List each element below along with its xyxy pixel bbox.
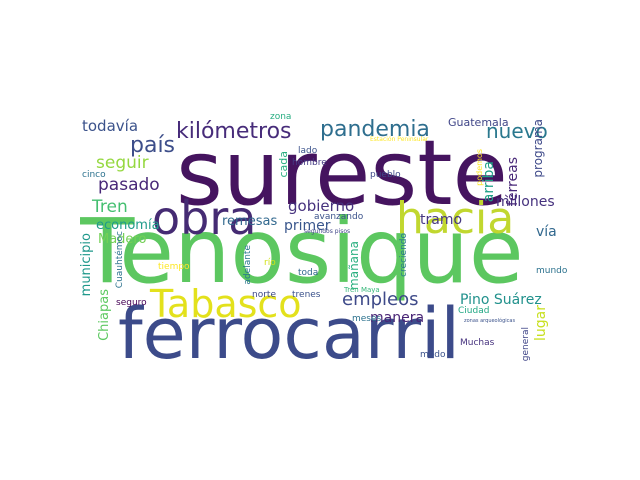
word-manana: mañana (347, 241, 361, 290)
word-arriba: arriba (481, 161, 497, 203)
word-todavia: todavía (82, 117, 139, 135)
word-norte: norte (252, 290, 276, 300)
word-rio: río (264, 258, 276, 268)
word-creciendo: creciendo (399, 233, 409, 277)
word-lugar: lugar (533, 305, 549, 341)
word-lado: lado (298, 146, 318, 156)
word-sureste: sureste (176, 121, 508, 226)
word-economia: economía (96, 218, 160, 233)
word-ferrocarril: ferrocarril (118, 293, 460, 370)
word-zona: zona (270, 112, 292, 122)
word-meses: meses (352, 314, 382, 324)
word-tiempo: tiempo (158, 262, 190, 272)
word-pueblo: pueblo (370, 170, 401, 180)
word-chiapas: Chiapas (97, 289, 112, 341)
word-via: vía (536, 224, 557, 240)
word-tenosique: Tenosique (80, 199, 524, 303)
word-pino-suarez: Pino Suárez (460, 292, 542, 308)
word-cloud: sureste Tenosique ferrocarril obra hacia… (80, 109, 576, 370)
word-estacion-peninsular: Estación Peninsular (370, 136, 429, 143)
word-tren-maya: Tren Maya (344, 286, 380, 294)
word-muchas: Muchas (460, 338, 495, 348)
word-municipio: municipio (80, 233, 94, 297)
word-primer: primer (284, 218, 331, 234)
word-cinco: cinco (82, 170, 106, 180)
word-tramo: tramo (420, 212, 463, 228)
word-seguro: seguro (116, 298, 147, 308)
word-obra: obra (152, 191, 257, 245)
word-pais: país (130, 133, 176, 158)
word-toda: toda (298, 268, 319, 278)
word-manera: manera (370, 310, 425, 326)
word-segundos-pisos: segundos pisos (304, 228, 351, 235)
word-general: general (521, 327, 531, 362)
word-modo: modo (420, 350, 446, 360)
word-remesas: remesas (222, 214, 278, 229)
word-kilometros: kilómetros (176, 119, 292, 144)
word-millones: millones (496, 194, 555, 210)
word-podemos: podemos (475, 149, 484, 186)
word-cada: cada (277, 151, 290, 178)
word-empleos: empleos (342, 289, 419, 310)
word-trenes: trenes (292, 290, 321, 300)
word-zonas-arqueologicas: zonas arqueológicas (464, 318, 516, 324)
word-hacia: hacia (396, 193, 515, 244)
word-mundo: mundo (536, 266, 568, 276)
word-adelante: adelante (243, 245, 253, 285)
word-tren: Tren (92, 197, 128, 217)
word-seguir: seguir (96, 153, 149, 173)
word-pandemia: pandemia (320, 117, 430, 142)
word-hombre: hombre (292, 158, 327, 168)
word-ferreas: férreas (505, 157, 521, 206)
word-ciudad: Ciudad (458, 306, 490, 316)
word-guatemala: Guatemala (448, 116, 509, 129)
word-cuauhtemoc: Cuauhtémoc (115, 231, 125, 289)
word-tabasco: Tabasco (150, 282, 302, 326)
word-nuevo: nuevo (486, 119, 548, 143)
word-programa: programa (531, 119, 545, 178)
word-avanzando: avanzando (314, 212, 364, 222)
word-madero: Madero (98, 232, 147, 247)
word-pasado: pasado (98, 175, 160, 195)
word-gobierno: gobierno (288, 197, 355, 215)
